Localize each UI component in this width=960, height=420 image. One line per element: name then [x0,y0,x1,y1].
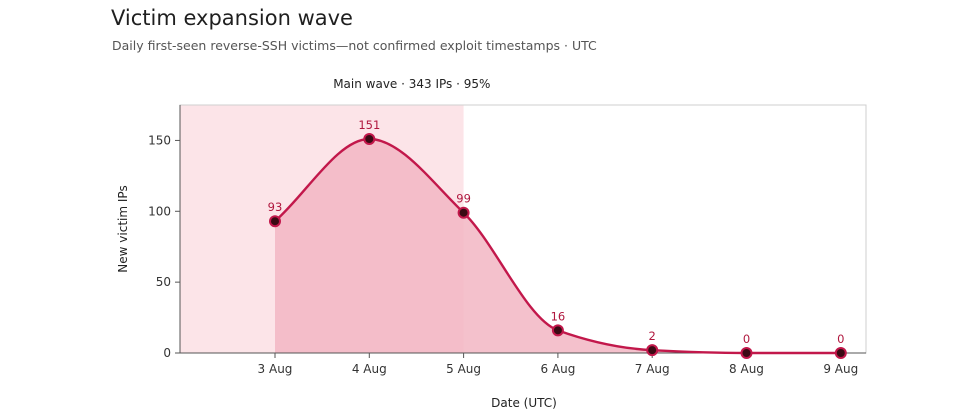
data-point [363,133,376,146]
x-tick-label: 6 Aug [540,362,575,376]
x-tick-label: 3 Aug [258,362,293,376]
data-label: 0 [743,332,750,346]
data-point [269,215,281,228]
x-tick-label: 9 Aug [823,362,858,376]
y-tick-label: 50 [156,275,171,289]
y-axis: 0 50 100 150 [148,105,181,360]
y-tick-label: 0 [163,346,171,360]
data-label: 2 [649,329,656,343]
chart-subtitle: Daily first-seen reverse-SSH victims—not… [112,38,597,53]
y-tick-label: 100 [148,204,171,218]
y-axis-label: New victim IPs [116,185,130,272]
data-point [646,344,659,357]
x-tick-label: 8 Aug [729,362,764,376]
data-points [269,133,847,359]
chart-title: Victim expansion wave [111,6,353,30]
highlight-band-label: Main wave · 343 IPs · 95% [333,77,490,91]
x-tick-label: 4 Aug [352,362,387,376]
data-label: 16 [551,309,566,323]
data-labels: 93 151 99 16 2 0 0 [268,118,845,346]
x-tick-label: 5 Aug [446,362,481,376]
data-point [834,347,847,359]
data-point [551,324,564,337]
data-point [457,206,470,219]
area-fill [275,139,841,353]
data-label: 93 [268,200,283,214]
data-label: 99 [456,192,471,206]
x-tick-label: 7 Aug [635,362,670,376]
x-axis-label: Date (UTC) [491,396,557,410]
data-point [740,347,753,359]
data-label: 151 [358,118,380,132]
y-tick-label: 150 [148,133,171,147]
data-label: 0 [837,332,844,346]
x-axis: 3 Aug 4 Aug 5 Aug 6 Aug 7 Aug 8 Aug 9 Aug [180,352,866,376]
